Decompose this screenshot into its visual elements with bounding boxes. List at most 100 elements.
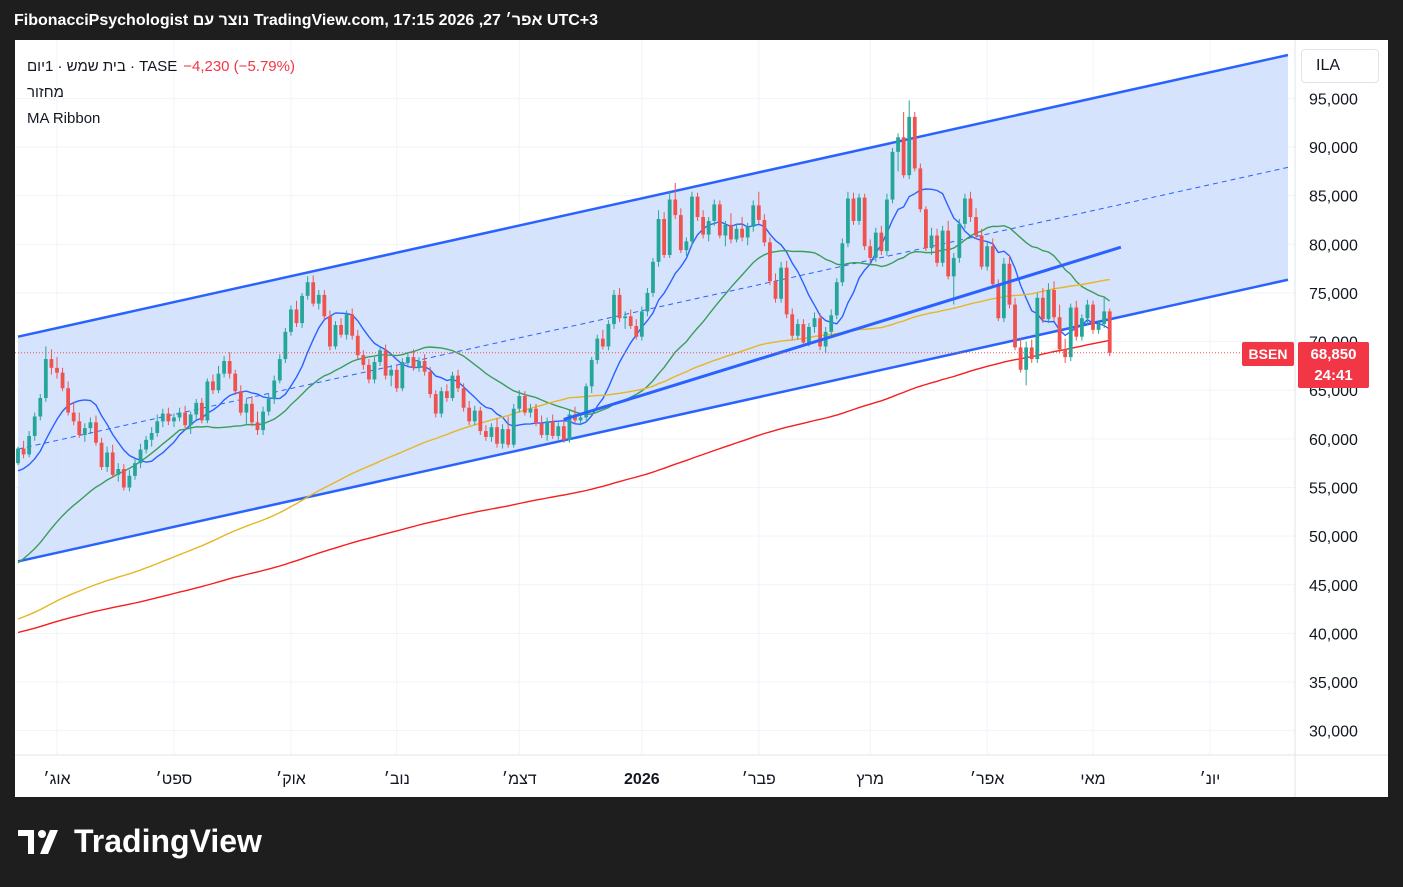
y-tick-label: 40,000 bbox=[1309, 626, 1358, 643]
candle-body bbox=[951, 257, 956, 277]
candle-body bbox=[16, 448, 20, 464]
candle-body bbox=[55, 367, 59, 373]
ma-medium-line bbox=[17, 224, 1111, 564]
candle-body bbox=[233, 373, 238, 392]
candle-body bbox=[177, 412, 182, 418]
y-tick-label: 30,000 bbox=[1309, 724, 1358, 741]
candle-body bbox=[88, 422, 93, 429]
candle-body bbox=[144, 439, 149, 450]
candle-body bbox=[840, 243, 845, 283]
candle-body bbox=[49, 359, 54, 368]
candle-body bbox=[372, 361, 377, 380]
candle-body bbox=[612, 294, 616, 325]
candle-body bbox=[528, 408, 533, 413]
candle-body bbox=[1102, 311, 1107, 325]
candle-body bbox=[734, 228, 739, 240]
candle-body bbox=[846, 198, 850, 244]
chart-caption: FibonacciPsychologist נוצר עם TradingVie… bbox=[14, 12, 599, 29]
candle-body bbox=[968, 198, 973, 218]
candle-body bbox=[77, 421, 82, 435]
candle-body bbox=[656, 218, 661, 262]
candle-body bbox=[94, 422, 98, 443]
candle-body bbox=[990, 246, 995, 285]
candle-body bbox=[99, 442, 104, 468]
brand-name: TradingView bbox=[74, 823, 262, 859]
candle-body bbox=[417, 361, 421, 368]
candle-body bbox=[550, 421, 555, 436]
currency-button[interactable]: ILA bbox=[1301, 49, 1379, 83]
symbol-price-tag: BSEN bbox=[1242, 342, 1294, 366]
candle-body bbox=[483, 431, 488, 437]
indicator-row[interactable]: MA Ribbon bbox=[27, 106, 295, 132]
chart-panel[interactable]: 30,000 35,000 40,000 45,000 50,000 55,000 60,0… bbox=[15, 40, 1388, 797]
candle-body bbox=[500, 429, 505, 444]
candle-body bbox=[1079, 318, 1084, 337]
candle-body bbox=[517, 396, 522, 409]
candle-body bbox=[255, 422, 260, 431]
candle-body bbox=[344, 314, 349, 335]
symbol-line[interactable]: בית שמש · 1יום · TASE bbox=[27, 58, 178, 75]
candle-body bbox=[890, 151, 895, 200]
candle-body bbox=[829, 315, 834, 332]
candle-body bbox=[974, 217, 978, 236]
candle-body bbox=[511, 408, 516, 445]
candle-body bbox=[127, 475, 132, 488]
candle-body bbox=[339, 325, 343, 335]
candle-body bbox=[935, 235, 939, 263]
candle-body bbox=[1029, 347, 1034, 360]
candle-body bbox=[467, 407, 472, 422]
candle-body bbox=[183, 412, 187, 426]
candle-body bbox=[1052, 290, 1056, 318]
candle-body bbox=[66, 388, 71, 413]
candle-body bbox=[617, 294, 622, 319]
ma-ribbon-label[interactable]: MA Ribbon bbox=[27, 110, 101, 127]
symbol-row[interactable]: בית שמש · 1יום · TASE −4,230 (−5.79%) bbox=[27, 54, 295, 80]
candle-body bbox=[779, 267, 783, 299]
candle-body bbox=[378, 350, 382, 362]
candle-body bbox=[1074, 307, 1079, 337]
candle-body bbox=[506, 429, 511, 445]
candle-body bbox=[545, 421, 550, 435]
candle-body bbox=[957, 223, 962, 258]
x-tick-label: פבר׳ bbox=[742, 771, 776, 788]
candle-body bbox=[277, 359, 282, 381]
candle-body bbox=[695, 196, 700, 218]
x-tick-label: אוג׳ bbox=[43, 771, 70, 788]
axes-layer: 30,000 35,000 40,000 45,000 50,000 55,000 60,0… bbox=[15, 40, 1388, 797]
candle-body bbox=[606, 324, 611, 347]
x-tick-label: יונ׳ bbox=[1200, 771, 1221, 788]
candle-body bbox=[996, 284, 1001, 319]
price-chart[interactable]: 30,000 35,000 40,000 45,000 50,000 55,000 60,0… bbox=[15, 40, 1388, 797]
volume-label[interactable]: מחזור bbox=[27, 84, 64, 101]
candle-body bbox=[250, 403, 254, 423]
channel-layer bbox=[17, 53, 1289, 563]
candle-body bbox=[595, 338, 600, 361]
candle-body bbox=[489, 427, 494, 437]
candle-body bbox=[701, 217, 706, 235]
candle-body bbox=[589, 360, 594, 387]
legend: בית שמש · 1יום · TASE −4,230 (−5.79%) מח… bbox=[27, 54, 295, 132]
candle-body bbox=[400, 361, 405, 389]
candle-body bbox=[32, 416, 37, 436]
candle-body bbox=[745, 226, 750, 238]
candle-body bbox=[43, 359, 48, 398]
candle-body bbox=[885, 199, 889, 252]
x-tick-label: אוק׳ bbox=[276, 771, 306, 788]
candle-body bbox=[946, 230, 951, 277]
volume-row[interactable]: מחזור bbox=[27, 80, 295, 106]
ma-long-line bbox=[17, 339, 1110, 634]
tradingview-logo[interactable]: TradingView bbox=[18, 823, 262, 860]
candle-body bbox=[82, 428, 87, 435]
candle-body bbox=[350, 314, 355, 336]
candle-body bbox=[773, 281, 778, 299]
candle-body bbox=[940, 230, 945, 263]
candle-body bbox=[1085, 304, 1090, 319]
candle-body bbox=[768, 242, 772, 282]
candle-body bbox=[639, 311, 644, 337]
candle-body bbox=[578, 417, 583, 421]
candle-body bbox=[261, 411, 265, 431]
y-tick-label: 55,000 bbox=[1309, 480, 1358, 497]
candle-body bbox=[110, 452, 115, 475]
candle-body bbox=[450, 375, 455, 398]
candle-body bbox=[300, 295, 304, 324]
